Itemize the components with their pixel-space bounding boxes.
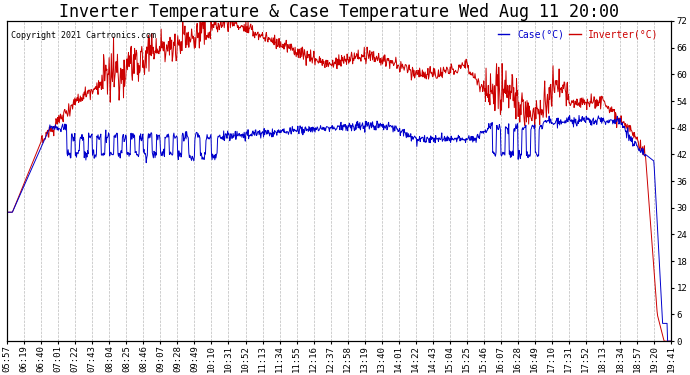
Title: Inverter Temperature & Case Temperature Wed Aug 11 20:00: Inverter Temperature & Case Temperature … <box>59 3 619 21</box>
Text: Copyright 2021 Cartronics.com: Copyright 2021 Cartronics.com <box>10 30 156 39</box>
Legend: Case(°C), Inverter(°C): Case(°C), Inverter(°C) <box>494 26 662 44</box>
